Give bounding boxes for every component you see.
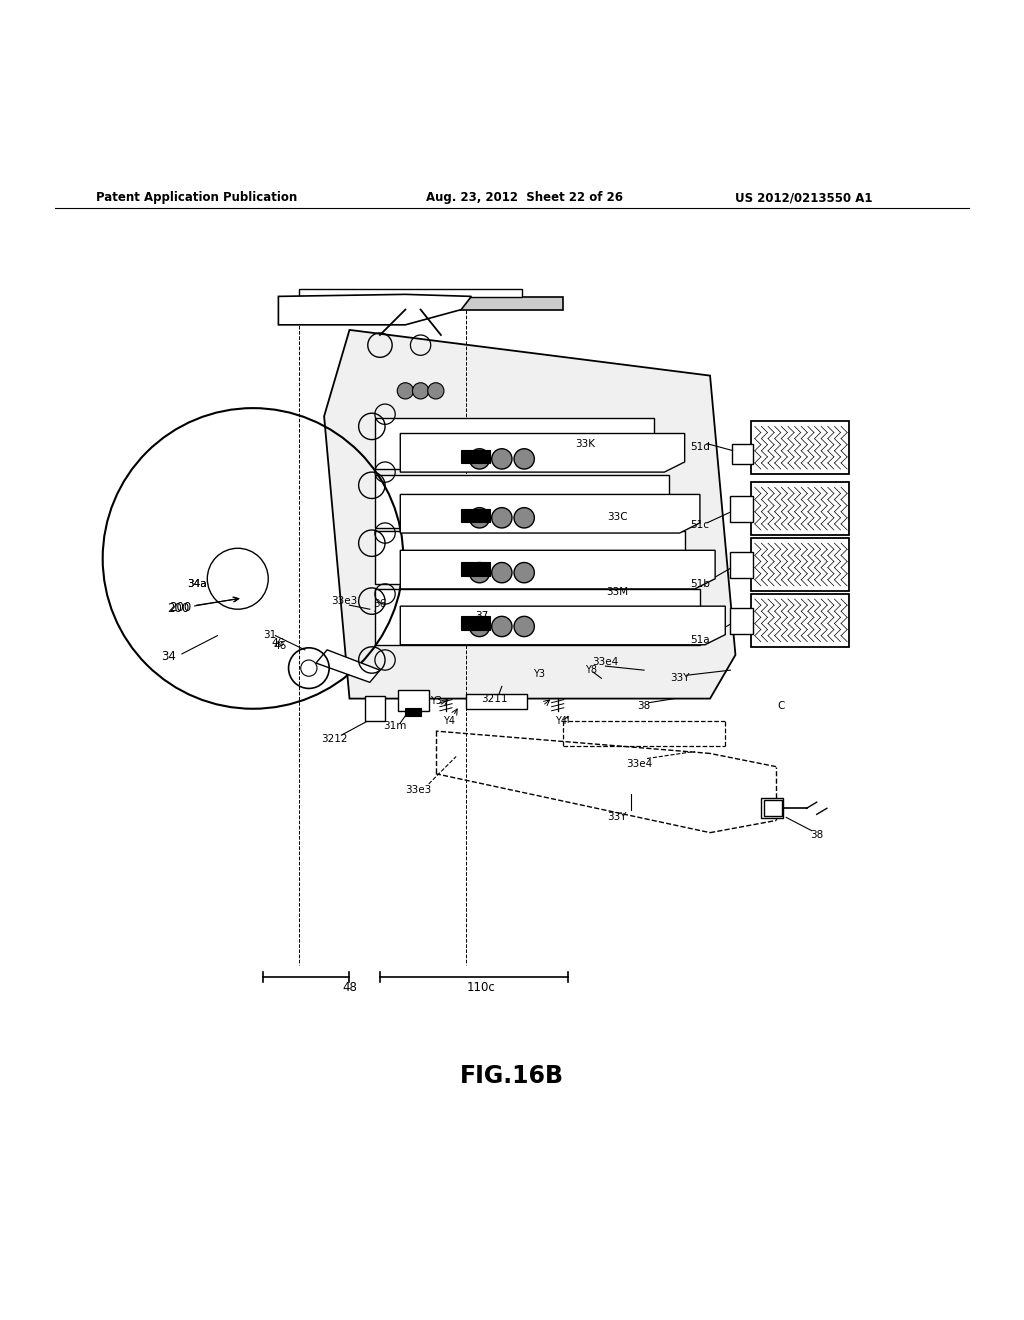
Text: Aug. 23, 2012  Sheet 22 of 26: Aug. 23, 2012 Sheet 22 of 26: [426, 191, 623, 205]
Circle shape: [514, 449, 535, 469]
Bar: [299, 289, 522, 297]
Text: 38: 38: [810, 830, 823, 840]
Bar: [461, 616, 489, 630]
Bar: [761, 799, 783, 818]
Circle shape: [514, 562, 535, 583]
Circle shape: [397, 383, 414, 399]
Polygon shape: [316, 649, 380, 682]
Circle shape: [469, 449, 489, 469]
Bar: [375, 531, 685, 583]
Bar: [461, 508, 489, 521]
Text: Y4: Y4: [443, 715, 455, 726]
Circle shape: [469, 508, 489, 528]
Bar: [751, 421, 849, 474]
Circle shape: [492, 449, 512, 469]
Text: 3211: 3211: [481, 693, 508, 704]
Text: 33e4: 33e4: [592, 657, 618, 667]
Text: 34a: 34a: [187, 579, 207, 589]
Polygon shape: [400, 606, 725, 644]
Text: FIG.16B: FIG.16B: [460, 1064, 564, 1089]
Circle shape: [514, 616, 535, 636]
Text: 33M: 33M: [606, 587, 629, 597]
Text: Y3: Y3: [534, 669, 546, 680]
Bar: [461, 450, 489, 463]
Bar: [365, 696, 385, 721]
Bar: [751, 539, 849, 591]
Bar: [730, 496, 753, 521]
Bar: [730, 609, 753, 634]
Polygon shape: [325, 330, 735, 698]
Text: 33e3: 33e3: [332, 597, 357, 606]
Bar: [375, 418, 654, 469]
Bar: [751, 482, 849, 535]
Text: Y3: Y3: [430, 696, 441, 706]
Text: 34a: 34a: [187, 579, 207, 589]
Bar: [730, 552, 753, 578]
Circle shape: [492, 508, 512, 528]
Bar: [466, 693, 527, 709]
Bar: [299, 297, 563, 310]
Text: 51c: 51c: [690, 520, 710, 529]
Text: 51b: 51b: [690, 579, 710, 589]
Text: Y8: Y8: [586, 665, 597, 675]
Text: 48: 48: [342, 981, 357, 994]
Bar: [375, 589, 699, 644]
Circle shape: [469, 616, 489, 636]
Text: 33Y: 33Y: [670, 673, 689, 684]
Bar: [406, 708, 421, 715]
Bar: [461, 562, 489, 576]
Circle shape: [413, 383, 429, 399]
Bar: [732, 444, 753, 463]
Text: 36: 36: [374, 599, 387, 609]
Text: 38: 38: [637, 701, 650, 710]
Text: 33e4: 33e4: [626, 759, 652, 768]
Text: US 2012/0213550 A1: US 2012/0213550 A1: [735, 191, 872, 205]
Text: 200: 200: [167, 597, 238, 615]
Text: 31m: 31m: [384, 721, 407, 731]
Bar: [764, 800, 782, 816]
Text: Y4: Y4: [555, 715, 566, 726]
Text: 33K: 33K: [575, 438, 595, 449]
Circle shape: [492, 562, 512, 583]
Circle shape: [428, 383, 444, 399]
Bar: [375, 475, 670, 528]
Polygon shape: [400, 495, 699, 533]
Text: 33e3: 33e3: [406, 785, 432, 795]
Bar: [398, 690, 429, 710]
Text: Patent Application Publication: Patent Application Publication: [95, 191, 297, 205]
Polygon shape: [400, 550, 715, 589]
Bar: [751, 594, 849, 647]
Text: 34: 34: [161, 651, 176, 664]
Text: 33Y: 33Y: [607, 812, 627, 822]
Text: 37: 37: [475, 611, 488, 622]
Text: 51a: 51a: [690, 635, 710, 644]
Text: 46: 46: [271, 638, 285, 648]
Text: 33C: 33C: [607, 512, 628, 521]
Circle shape: [492, 616, 512, 636]
Polygon shape: [279, 294, 471, 325]
Text: 3212: 3212: [321, 734, 347, 744]
Polygon shape: [400, 433, 685, 473]
Circle shape: [469, 562, 489, 583]
Text: 110c: 110c: [467, 981, 496, 994]
Text: C: C: [777, 701, 784, 710]
Text: 31: 31: [263, 630, 276, 640]
Text: 200: 200: [169, 597, 239, 614]
Text: 51d: 51d: [690, 442, 710, 451]
Text: 46: 46: [273, 640, 287, 651]
Circle shape: [514, 508, 535, 528]
